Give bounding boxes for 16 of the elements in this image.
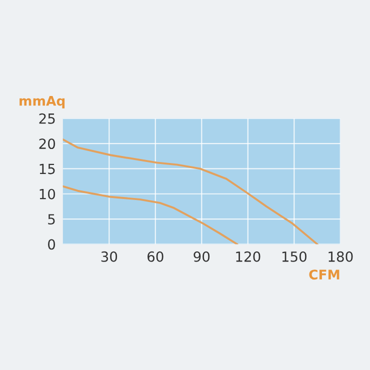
y-tick-label: 5 <box>48 214 55 225</box>
x-tick-label: 60 <box>148 251 164 262</box>
x-tick-label: 30 <box>101 251 118 262</box>
x-tick-label: 120 <box>236 251 260 262</box>
y-tick-label: 0 <box>48 239 56 250</box>
y-axis-title: mmAq <box>20 96 65 108</box>
line-series <box>62 185 238 244</box>
y-tick-label: 15 <box>40 164 55 174</box>
x-tick-label: 90 <box>194 251 210 262</box>
y-tick-label: 20 <box>39 138 56 150</box>
x-tick-label: 180 <box>328 251 353 262</box>
line-series <box>62 138 318 244</box>
y-tick-label: 25 <box>39 113 55 124</box>
y-tick-label: 10 <box>40 188 56 200</box>
x-tick-label: 150 <box>282 251 306 262</box>
x-axis-title: CFM <box>309 270 340 280</box>
